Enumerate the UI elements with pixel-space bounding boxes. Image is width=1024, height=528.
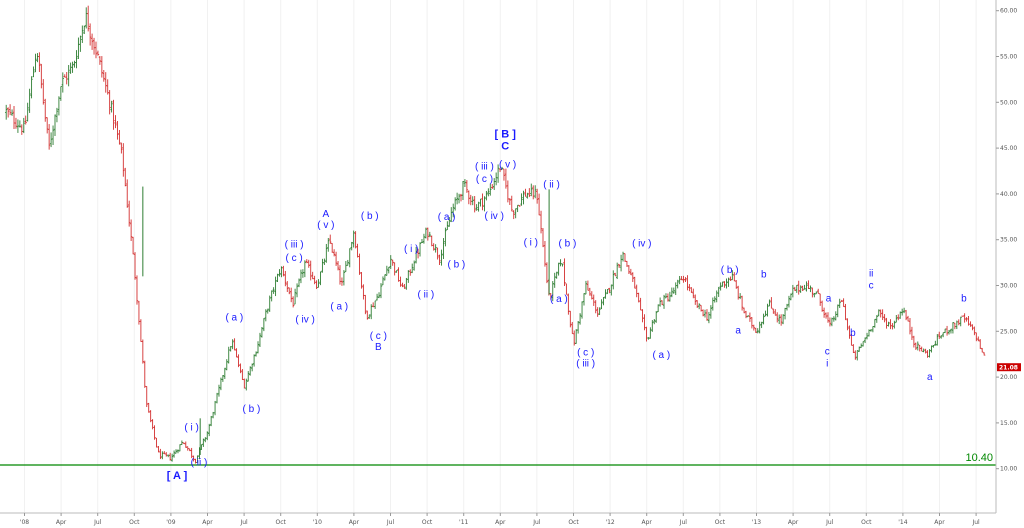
wave-label: b <box>761 270 767 281</box>
wave-label: b <box>850 328 856 339</box>
wave-label: C <box>501 140 509 152</box>
x-tick-label: Jul <box>386 519 395 526</box>
wave-label: [ B ] <box>494 128 516 140</box>
last-price-label: 21.08 <box>999 364 1018 371</box>
wave-label: ( iv ) <box>295 314 314 325</box>
wave-label: a <box>826 293 832 304</box>
x-tick-label: '13 <box>752 519 761 526</box>
x-tick-label: Apr <box>495 519 506 526</box>
y-tick-label: 15.00 <box>1000 420 1017 427</box>
x-tick-label: '12 <box>605 519 614 526</box>
x-tick-label: Apr <box>788 519 799 526</box>
wave-label: ( ii ) <box>191 457 208 468</box>
x-tick-label: Apr <box>934 519 945 526</box>
y-tick-label: 30.00 <box>1000 283 1017 290</box>
x-tick-label: Jul <box>679 519 688 526</box>
wave-label: ( v ) <box>317 220 334 231</box>
x-tick-label: Oct <box>129 519 140 526</box>
wave-label: ( i ) <box>184 422 198 433</box>
wave-label: ( b ) <box>361 211 379 222</box>
x-tick-label: '10 <box>313 519 322 526</box>
wave-label: ii <box>869 269 873 280</box>
wave-label: ( ii ) <box>418 290 435 301</box>
x-tick-label: Apr <box>56 519 67 526</box>
wave-label: b <box>961 293 967 304</box>
wave-label: [ A ] <box>167 470 188 482</box>
price-bars <box>5 5 986 464</box>
x-tick-label: Oct <box>715 519 726 526</box>
y-tick-label: 50.00 <box>1000 99 1017 106</box>
wave-label: ( i ) <box>524 237 538 248</box>
x-tick-label: '08 <box>20 519 29 526</box>
y-tick-label: 45.00 <box>1000 145 1017 152</box>
wave-label: ( a ) <box>652 350 670 361</box>
wave-label: c <box>869 281 874 292</box>
wave-label: ( b ) <box>559 238 577 249</box>
x-tick-label: Oct <box>861 519 872 526</box>
wave-label: ( c ) <box>476 174 493 185</box>
wave-label: ( b ) <box>721 265 739 276</box>
wave-label: B <box>375 342 382 353</box>
wave-label: ( iv ) <box>484 211 503 222</box>
x-tick-label: Apr <box>642 519 653 526</box>
wave-label: ( v ) <box>499 160 516 171</box>
x-tick-label: Oct <box>568 519 579 526</box>
x-tick-label: Oct <box>276 519 287 526</box>
wave-label: ( iii ) <box>576 358 595 369</box>
x-tick-label: Jul <box>825 519 834 526</box>
x-tick-label: Oct <box>422 519 433 526</box>
support-level-label: 10.40 <box>965 452 993 464</box>
wave-label: ( iv ) <box>632 238 651 249</box>
x-tick-label: Jul <box>971 519 980 526</box>
x-tick-label: Jul <box>93 519 102 526</box>
wave-label: i <box>826 358 828 369</box>
wave-label: ( a ) <box>330 302 348 313</box>
wave-label: ( c ) <box>370 331 387 342</box>
x-tick-label: Jul <box>239 519 248 526</box>
y-tick-label: 35.00 <box>1000 237 1017 244</box>
wave-label: ( b ) <box>447 259 465 270</box>
y-tick-label: 20.00 <box>1000 374 1017 381</box>
wave-label: a <box>735 325 741 336</box>
last-price-tag <box>997 363 1021 372</box>
wave-label: ( b ) <box>243 404 261 415</box>
gridlines <box>24 0 977 513</box>
wave-label: ( a ) <box>438 212 456 223</box>
y-tick-label: 55.00 <box>1000 54 1017 61</box>
y-tick-label: 25.00 <box>1000 328 1017 335</box>
wave-label: A <box>323 209 330 220</box>
wave-label: a <box>927 372 933 383</box>
y-tick-label: 10.00 <box>1000 466 1017 473</box>
x-tick-label: Apr <box>202 519 213 526</box>
wave-label: ( a ) <box>225 313 243 324</box>
wave-label: ( a ) <box>550 294 568 305</box>
wave-label: c <box>825 346 830 357</box>
x-tick-label: '11 <box>459 519 468 526</box>
x-tick-label: Apr <box>349 519 360 526</box>
y-tick-label: 40.00 <box>1000 191 1017 198</box>
x-tick-label: '14 <box>898 519 907 526</box>
wave-label: ( c ) <box>577 347 594 358</box>
wave-labels: [ A ]( i )( ii )( a )( b )( iii )( c )( … <box>167 128 967 482</box>
wave-label: ( iii ) <box>285 239 304 250</box>
x-tick-label: Jul <box>532 519 541 526</box>
wave-label: ( iii ) <box>475 161 494 172</box>
wave-label: ( ii ) <box>543 180 560 191</box>
wave-label: ( c ) <box>286 253 303 264</box>
support-line-group: 10.40 <box>0 452 996 466</box>
wave-label: ( i ) <box>404 244 418 255</box>
y-tick-label: 60.00 <box>1000 8 1017 15</box>
x-tick-label: '09 <box>166 519 175 526</box>
